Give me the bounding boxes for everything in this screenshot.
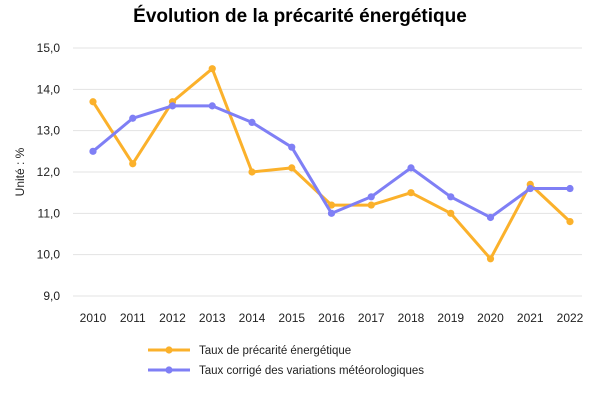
- data-point: [566, 218, 574, 226]
- grid: [73, 47, 582, 297]
- x-tick-label: 2014: [239, 311, 266, 325]
- legend-item: Taux de précarité énergétique: [148, 345, 351, 357]
- y-tick-label: 10,0: [37, 248, 61, 262]
- series-line: [91, 67, 572, 261]
- x-tick-label: 2020: [477, 311, 504, 325]
- data-point: [526, 184, 534, 193]
- series-1: [89, 65, 574, 263]
- data-point: [566, 184, 574, 193]
- x-tick-label: 2018: [398, 311, 425, 325]
- legend-item: Taux corrigé des variations météorologiq…: [148, 365, 424, 377]
- series-line: [91, 104, 572, 219]
- legend-label: Taux corrigé des variations météorologiq…: [199, 365, 424, 377]
- data-point: [208, 102, 216, 110]
- y-axis-label: Unité : %: [13, 147, 27, 196]
- x-tick-label: 2021: [517, 311, 544, 325]
- data-point: [89, 98, 97, 106]
- y-tick-label: 11,0: [38, 206, 61, 220]
- data-point: [129, 160, 137, 168]
- legend-swatch-marker: [165, 366, 173, 374]
- data-point: [447, 193, 455, 201]
- data-point: [407, 164, 415, 172]
- data-point: [407, 189, 415, 197]
- x-tick-label: 2012: [159, 311, 186, 325]
- data-point: [248, 168, 256, 176]
- data-point: [248, 118, 256, 126]
- x-tick-label: 2011: [120, 311, 146, 325]
- series: [89, 65, 574, 263]
- y-tick-labels: 9,0 10,0 11,0 12,0 13,0 14,0 15,0: [37, 41, 61, 303]
- data-point: [367, 193, 375, 201]
- legend: Taux de précarité énergétique Taux corrig…: [148, 345, 424, 377]
- x-tick-label: 2010: [80, 311, 107, 325]
- data-point: [288, 164, 296, 172]
- data-point: [367, 201, 375, 209]
- series-2: [89, 102, 574, 222]
- x-tick-labels: 2010 2011 2012 2013 2014 2015 2016 2017 2018 2019…: [80, 311, 584, 325]
- y-tick-label: 13,0: [37, 124, 61, 138]
- data-point: [89, 147, 97, 155]
- chart-title: Évolution de la précarité énergétique: [133, 6, 467, 27]
- data-point: [208, 65, 216, 73]
- data-point: [288, 143, 296, 151]
- x-tick-label: 2015: [278, 311, 305, 325]
- y-tick-label: 12,0: [37, 165, 61, 179]
- legend-swatch-marker: [165, 346, 173, 354]
- data-point: [486, 213, 495, 222]
- data-point: [327, 209, 336, 217]
- data-point: [129, 114, 137, 122]
- y-tick-label: 14,0: [37, 82, 61, 96]
- y-tick-label: 15,0: [37, 41, 61, 55]
- data-point: [447, 209, 455, 217]
- x-tick-label: 2017: [358, 311, 385, 325]
- x-tick-label: 2022: [557, 311, 584, 325]
- data-point: [486, 255, 495, 263]
- x-tick-label: 2013: [199, 311, 226, 325]
- x-tick-label: 2016: [318, 311, 345, 325]
- legend-label: Taux de précarité énergétique: [199, 345, 351, 357]
- x-tick-label: 2019: [437, 311, 464, 325]
- y-tick-label: 9,0: [43, 289, 60, 303]
- data-point: [168, 102, 177, 110]
- data-point: [327, 201, 336, 209]
